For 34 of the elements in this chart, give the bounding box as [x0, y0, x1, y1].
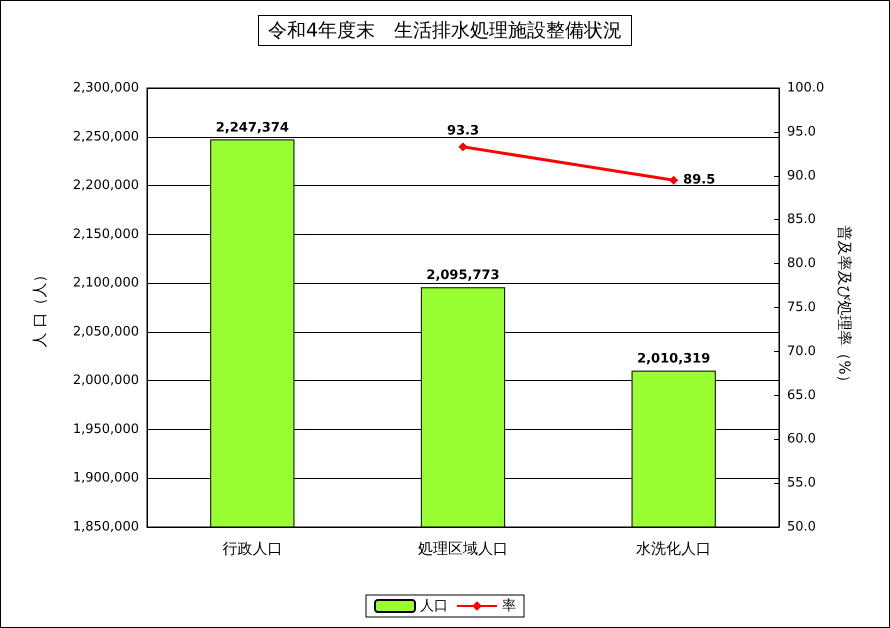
y2-tick-label: 90.0 [787, 168, 816, 184]
y2-tick-label: 100.0 [787, 80, 824, 96]
x-tick-label: 水洗化人口 [636, 540, 712, 558]
y2-tick-label: 55.0 [787, 476, 816, 491]
x-tick-label: 行政人口 [222, 540, 282, 558]
y-tick-label: 1,950,000 [72, 422, 139, 437]
y-axis-title: 人 口（人） [30, 268, 48, 348]
y-tick-label: 1,900,000 [72, 470, 139, 486]
y-tick-label: 2,200,000 [72, 178, 139, 194]
y2-axis-title: 普及率及び処理率（%） [836, 225, 854, 390]
y-tick-label: 2,250,000 [72, 129, 139, 144]
y2-tick-label: 60.0 [787, 432, 816, 447]
data-label: 2,095,773 [426, 268, 500, 284]
legend-label: 人口 [420, 598, 448, 614]
y-tick-label: 2,000,000 [72, 373, 139, 388]
y-tick-label: 1,850,000 [72, 520, 139, 534]
data-label: 89.5 [683, 172, 716, 188]
y2-tick-label: 50.0 [787, 520, 816, 534]
y2-tick-label: 70.0 [787, 344, 816, 359]
y-tick-label: 2,150,000 [72, 226, 139, 242]
y2-tick-label: 85.0 [787, 212, 816, 228]
y-tick-label: 2,300,000 [72, 80, 139, 96]
x-tick-label: 処理区域人口 [418, 540, 508, 558]
legend-label: 率 [502, 598, 516, 614]
y-tick-label: 2,050,000 [72, 324, 139, 340]
data-label: 2,010,319 [637, 352, 710, 367]
y2-tick-label: 95.0 [787, 124, 816, 140]
y2-tick-label: 75.0 [787, 300, 816, 315]
y2-tick-label: 80.0 [787, 256, 816, 272]
chart-title: 令和4年度末 生活排水処理施設整備状況 [268, 20, 622, 42]
y-tick-label: 2,100,000 [72, 276, 139, 291]
data-label: 93.3 [446, 123, 480, 138]
y2-tick-label: 65.0 [787, 388, 816, 403]
data-label: 2,247,374 [216, 120, 289, 136]
